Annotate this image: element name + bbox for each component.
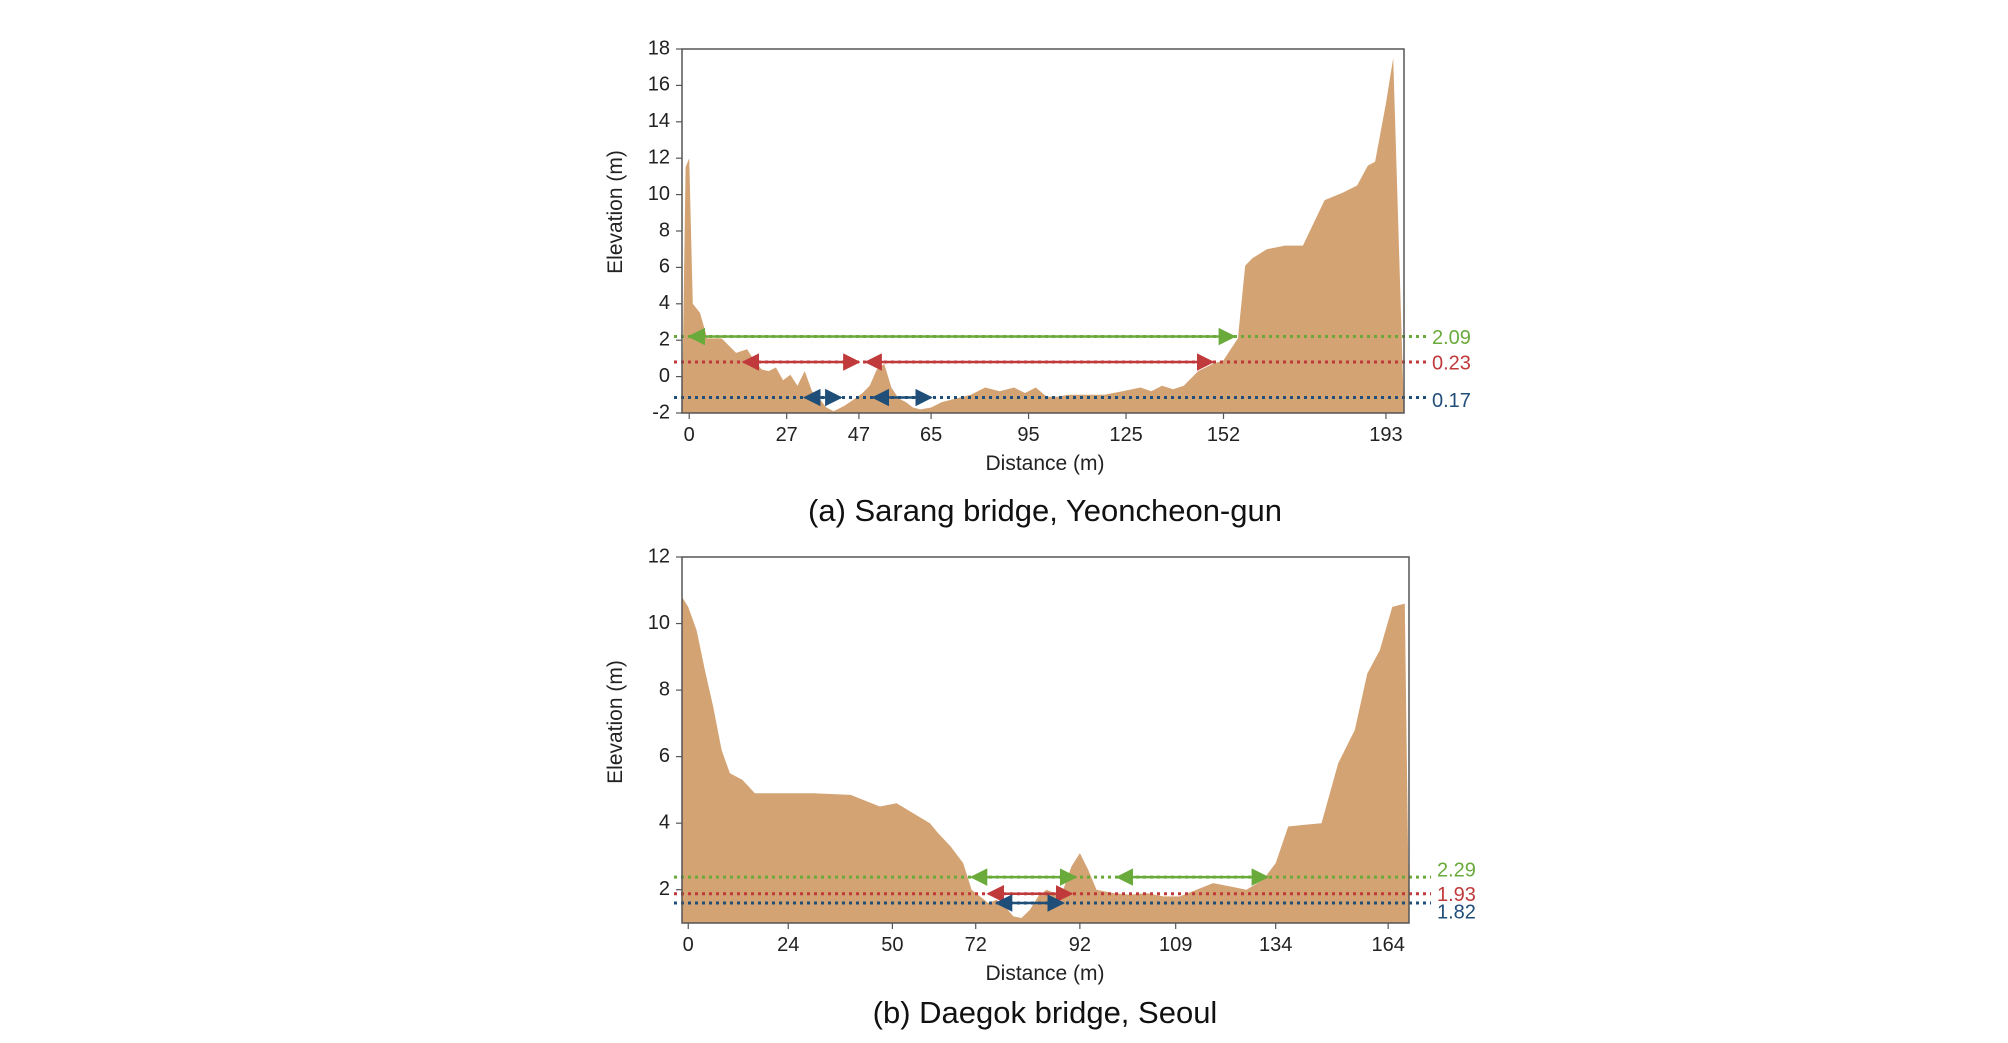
x-tick-label: 193 bbox=[1369, 424, 1402, 446]
water-level-label: 2.09 bbox=[1432, 327, 1471, 349]
x-tick-label: 27 bbox=[776, 424, 798, 446]
y-tick-label: 4 bbox=[659, 811, 670, 833]
x-tick-label: 65 bbox=[920, 424, 942, 446]
terrain-profile-area bbox=[682, 596, 1409, 923]
y-tick-label: 10 bbox=[648, 612, 670, 634]
y-tick-label: 4 bbox=[659, 292, 670, 314]
x-tick-label: 47 bbox=[848, 424, 870, 446]
x-tick-label: 152 bbox=[1207, 424, 1240, 446]
water-level-label: 2.29 bbox=[1437, 859, 1476, 881]
y-tick-label: 6 bbox=[659, 256, 670, 278]
y-tick-label: 12 bbox=[648, 545, 670, 567]
y-tick-label: 16 bbox=[648, 74, 670, 96]
x-tick-label: 50 bbox=[881, 934, 903, 956]
water-level-label: 0.23 bbox=[1432, 352, 1471, 374]
water-level-label: 1.93 bbox=[1437, 884, 1476, 906]
y-tick-label: 12 bbox=[648, 146, 670, 168]
y-tick-label: 18 bbox=[648, 37, 670, 59]
x-tick-label: 72 bbox=[965, 934, 987, 956]
x-tick-label: 24 bbox=[777, 934, 799, 956]
y-tick-label: 8 bbox=[659, 219, 670, 241]
y-tick-label: 6 bbox=[659, 745, 670, 767]
water-level-label: 1.82 bbox=[1437, 901, 1476, 923]
x-axis-label: Distance (m) bbox=[985, 452, 1104, 475]
x-tick-label: 134 bbox=[1259, 934, 1292, 956]
x-tick-label: 0 bbox=[683, 934, 694, 956]
y-tick-label: -2 bbox=[652, 401, 670, 423]
x-axis-label: Distance (m) bbox=[985, 962, 1104, 985]
x-tick-label: 0 bbox=[684, 424, 695, 446]
water-level-label: 0.17 bbox=[1432, 390, 1471, 412]
x-tick-label: 109 bbox=[1159, 934, 1192, 956]
x-tick-label: 95 bbox=[1017, 424, 1039, 446]
y-tick-label: 0 bbox=[659, 365, 670, 387]
plot-frame bbox=[681, 556, 1410, 924]
y-tick-label: 8 bbox=[659, 678, 670, 700]
y-tick-label: 2 bbox=[659, 878, 670, 900]
chart-panel-a: 2.09 0.23 0.17 -2 0 2 4 6 8 10 12 14 16 18 0 27 47 65 95… bbox=[604, 37, 1471, 528]
x-tick-label: 164 bbox=[1371, 934, 1404, 956]
y-tick-label: 10 bbox=[648, 183, 670, 205]
y-tick-label: 14 bbox=[648, 110, 670, 132]
chart-caption: (a) Sarang bridge, Yeoncheon-gun bbox=[808, 493, 1282, 528]
x-tick-label: 125 bbox=[1109, 424, 1142, 446]
y-axis-label: Elevation (m) bbox=[604, 660, 627, 784]
x-tick-label: 92 bbox=[1069, 934, 1091, 956]
terrain-profile-area bbox=[682, 58, 1404, 413]
y-tick-label: 2 bbox=[659, 328, 670, 350]
y-axis-label: Elevation (m) bbox=[604, 150, 627, 274]
chart-caption: (b) Daegok bridge, Seoul bbox=[873, 995, 1218, 1030]
